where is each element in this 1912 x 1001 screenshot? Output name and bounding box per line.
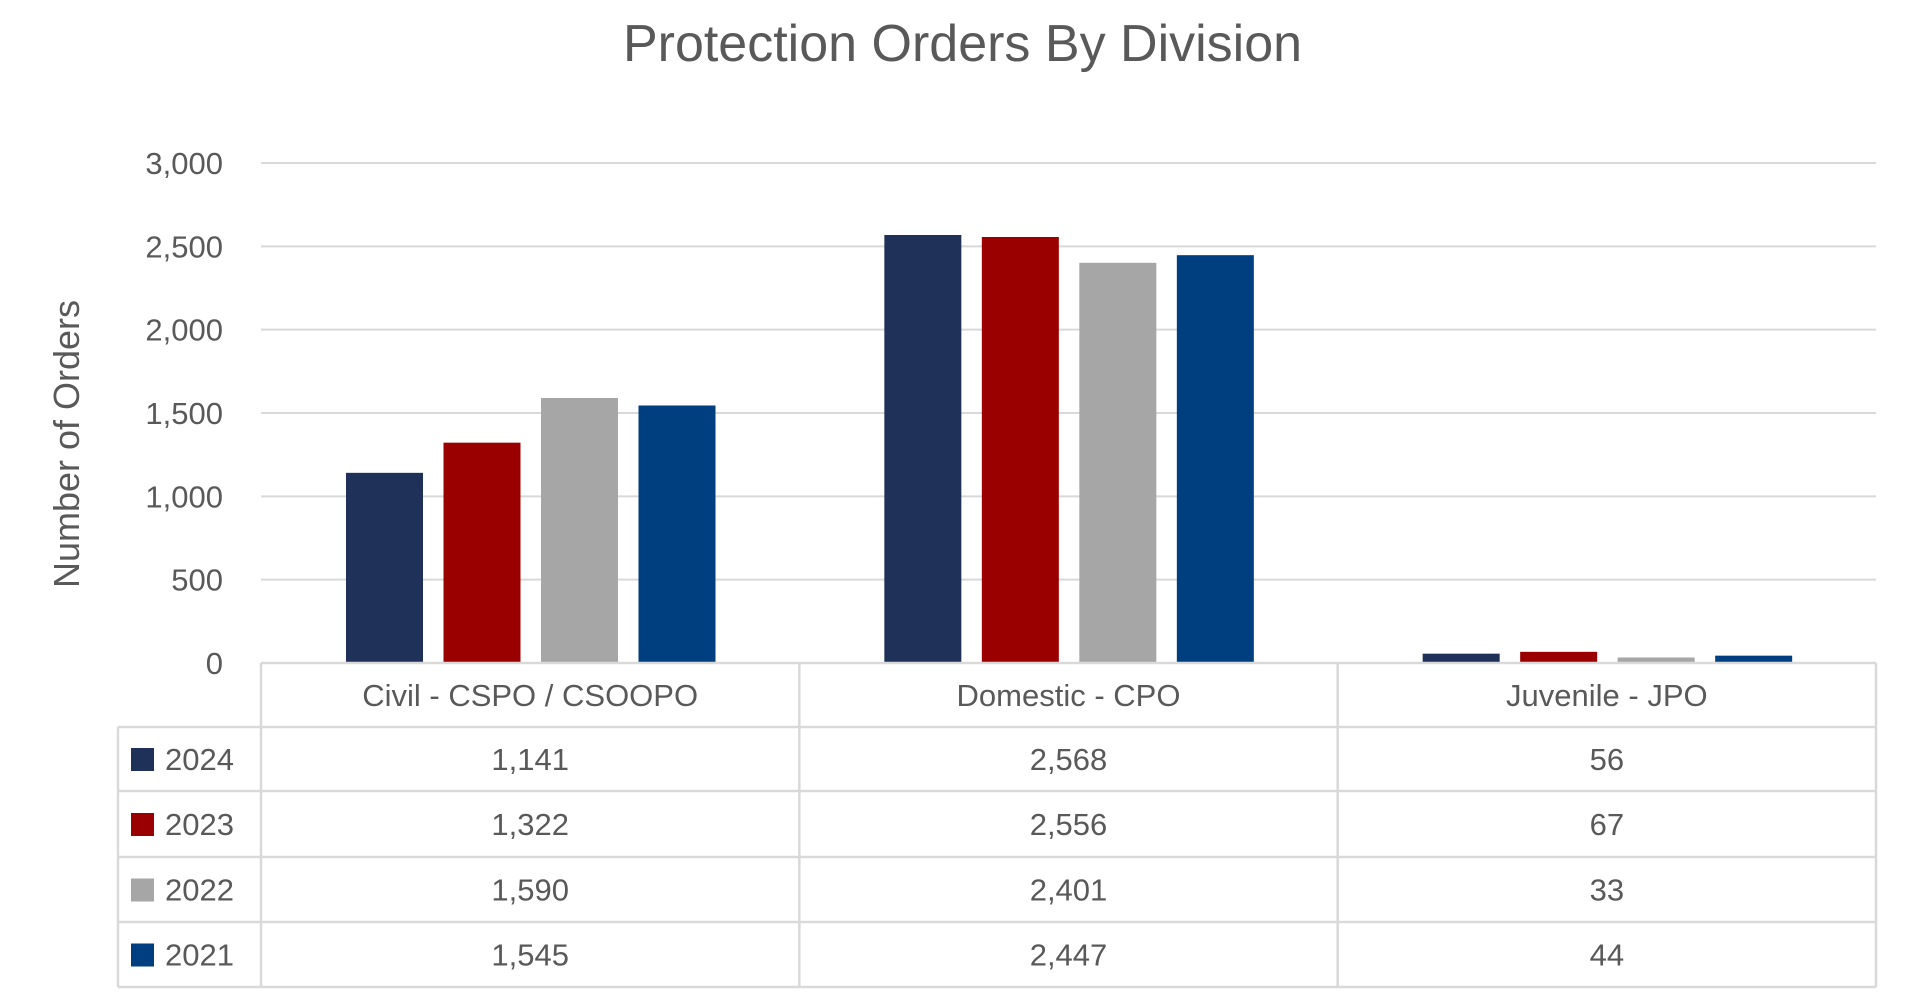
y-tick-label: 1,500 <box>145 396 223 431</box>
data-label: 1,590 <box>491 873 569 908</box>
data-label: 56 <box>1590 742 1624 777</box>
bar-2023-0 <box>443 442 521 663</box>
data-label: 33 <box>1590 873 1624 908</box>
data-label: 2,447 <box>1030 938 1108 973</box>
data-label: 2,556 <box>1030 807 1108 842</box>
y-tick-label: 0 <box>206 646 223 681</box>
y-tick-label: 1,000 <box>145 479 223 514</box>
bar-2023-2 <box>1520 651 1598 663</box>
y-tick-label: 2,000 <box>145 313 223 348</box>
bar-2024-1 <box>884 235 962 663</box>
bar-2023-1 <box>981 237 1059 663</box>
legend-swatch-2021 <box>131 943 154 967</box>
data-label: 44 <box>1590 938 1624 973</box>
category-label: Civil - CSPO / CSOOPO <box>362 678 698 713</box>
bar-2021-2 <box>1715 655 1793 663</box>
bar-2021-0 <box>638 405 716 663</box>
data-label: 2,568 <box>1030 742 1108 777</box>
data-label: 67 <box>1590 807 1624 842</box>
data-label: 2,401 <box>1030 873 1108 908</box>
bar-2024-2 <box>1422 653 1500 663</box>
chart-title: Protection Orders By Division <box>622 15 1303 73</box>
bar-2022-0 <box>541 398 618 663</box>
bar-2022-2 <box>1617 657 1695 663</box>
bar-2022-1 <box>1079 262 1157 663</box>
legend-swatch-2024 <box>131 748 154 771</box>
bar-2021-1 <box>1176 255 1254 663</box>
y-tick-label: 2,500 <box>145 229 223 264</box>
legend-label: 2021 <box>165 938 234 973</box>
category-label: Juvenile - JPO <box>1506 678 1708 713</box>
data-label: 1,322 <box>491 807 569 842</box>
category-label: Domestic - CPO <box>957 678 1181 713</box>
legend-label: 2022 <box>165 873 234 908</box>
legend-label: 2023 <box>165 807 234 842</box>
bar-2024-0 <box>346 472 423 663</box>
legend-label: 2024 <box>165 742 234 777</box>
data-label: 1,141 <box>491 742 569 777</box>
y-tick-label: 500 <box>171 563 223 598</box>
data-label: 1,545 <box>491 938 569 973</box>
y-tick-label: 3,000 <box>145 146 223 181</box>
legend-swatch-2023 <box>131 813 154 836</box>
legend-swatch-2022 <box>131 878 154 902</box>
